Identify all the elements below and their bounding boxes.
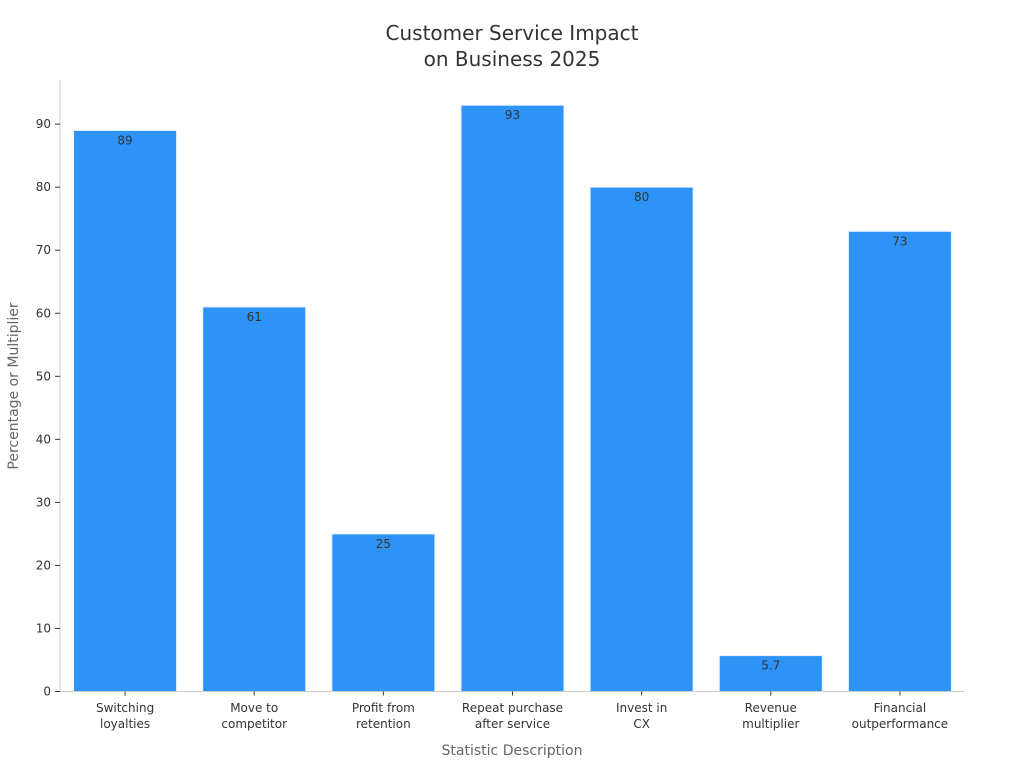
x-axis-title: Statistic Description	[442, 743, 583, 759]
x-tick-label: Financial outperformance	[852, 701, 949, 731]
chart-title: Customer Service Impact on Business 2025	[386, 21, 639, 71]
y-tick-label: 40	[36, 432, 51, 446]
y-tick-label: 60	[36, 306, 51, 320]
x-tick-label: Invest in CX	[616, 701, 667, 731]
bar	[460, 104, 565, 692]
bar-value-label: 89	[117, 133, 132, 147]
x-tick-label: Revenue multiplier	[742, 701, 799, 731]
x-tick-label: Switching loyalties	[96, 701, 154, 731]
bar-value-label: 80	[634, 190, 649, 204]
bar-value-label: 5.7	[761, 659, 780, 673]
bar-value-label: 73	[892, 234, 907, 248]
y-tick-label: 30	[36, 495, 51, 509]
bars-group	[73, 104, 952, 692]
x-tick-label: Move to competitor	[221, 701, 287, 731]
x-tick-label: Repeat purchase after service	[462, 701, 563, 731]
bar-value-label: 61	[247, 310, 262, 324]
bar	[331, 533, 436, 692]
y-tick-label: 50	[36, 369, 51, 383]
y-tick-label: 10	[36, 621, 51, 635]
y-axis-ticks: 0 10 20 30 40 50 60 70 80 90	[36, 117, 60, 699]
y-tick-label: 90	[36, 117, 51, 131]
bar	[718, 655, 823, 692]
bar	[73, 129, 178, 692]
y-tick-label: 80	[36, 180, 51, 194]
y-tick-label: 20	[36, 558, 51, 572]
y-axis-title: Percentage or Multiplier	[6, 302, 22, 469]
y-tick-label: 0	[43, 685, 51, 699]
x-axis-ticks: Switching loyalties Move to competitor Profi…	[96, 691, 949, 731]
bar	[589, 186, 694, 692]
bar-value-label: 25	[376, 537, 391, 551]
x-tick-label: Profit from retention	[352, 701, 415, 731]
bar	[202, 306, 307, 692]
data-labels-group: 89 61 25 93 80 5.7 73	[117, 108, 907, 672]
bar	[847, 230, 952, 692]
y-tick-label: 70	[36, 243, 51, 257]
bar-value-label: 93	[505, 108, 520, 122]
